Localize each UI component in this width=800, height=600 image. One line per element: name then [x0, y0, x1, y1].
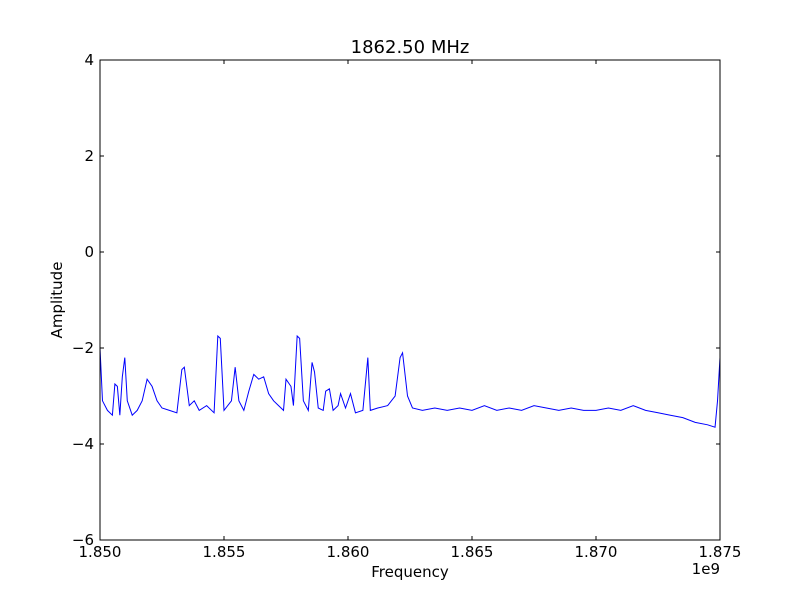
y-tick-label: −6	[72, 531, 94, 549]
y-tick-label: −4	[72, 435, 94, 453]
x-tick-label: 1.855	[203, 543, 246, 561]
x-tick-label: 1.865	[451, 543, 494, 561]
x-tick-label: 1.850	[79, 543, 122, 561]
y-tick-label: −2	[72, 339, 94, 357]
x-axis-label: Frequency	[371, 563, 449, 581]
x-tick-label: 1.870	[575, 543, 618, 561]
x-offset-label: 1e9	[692, 560, 720, 578]
chart-title: 1862.50 MHz	[351, 37, 470, 58]
plot-frame	[99, 59, 721, 541]
y-tick-label: 4	[84, 51, 94, 69]
y-axis-label: Amplitude	[48, 262, 66, 339]
y-tick-label: 2	[84, 147, 94, 165]
data-line	[99, 334, 721, 428]
x-tick-label: 1.860	[327, 543, 370, 561]
x-tick-label: 1.875	[699, 543, 742, 561]
y-tick-label: 0	[84, 243, 94, 261]
